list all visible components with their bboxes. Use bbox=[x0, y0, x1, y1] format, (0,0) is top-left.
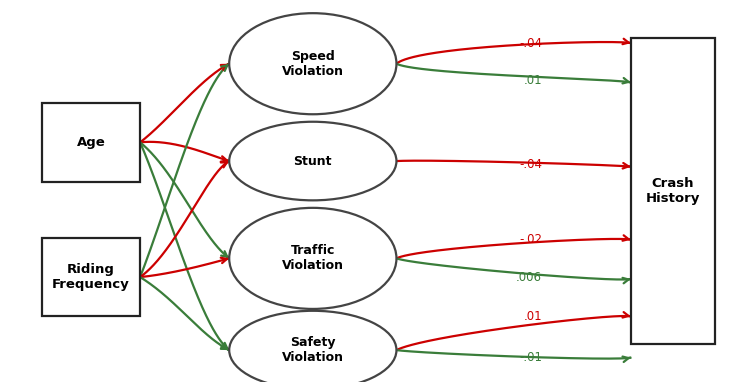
Ellipse shape bbox=[229, 13, 396, 114]
Ellipse shape bbox=[229, 311, 396, 382]
Text: -.04: -.04 bbox=[519, 37, 542, 50]
Text: Crash
History: Crash History bbox=[646, 177, 700, 205]
Text: Traffic
Violation: Traffic Violation bbox=[282, 244, 344, 272]
Text: .006: .006 bbox=[516, 270, 542, 283]
Text: -.01: -.01 bbox=[519, 351, 542, 364]
Text: -.02: -.02 bbox=[519, 233, 542, 246]
FancyBboxPatch shape bbox=[631, 37, 715, 345]
FancyBboxPatch shape bbox=[42, 238, 140, 316]
Text: -.04: -.04 bbox=[519, 158, 542, 171]
Text: Safety
Violation: Safety Violation bbox=[282, 336, 344, 364]
Text: .01: .01 bbox=[523, 74, 542, 87]
Text: .01: .01 bbox=[523, 310, 542, 323]
Text: Age: Age bbox=[76, 136, 105, 149]
FancyBboxPatch shape bbox=[42, 103, 140, 181]
Ellipse shape bbox=[229, 208, 396, 309]
Text: Speed
Violation: Speed Violation bbox=[282, 50, 344, 78]
Text: Riding
Frequency: Riding Frequency bbox=[52, 263, 130, 291]
Text: Stunt: Stunt bbox=[294, 155, 332, 168]
Ellipse shape bbox=[229, 122, 396, 201]
